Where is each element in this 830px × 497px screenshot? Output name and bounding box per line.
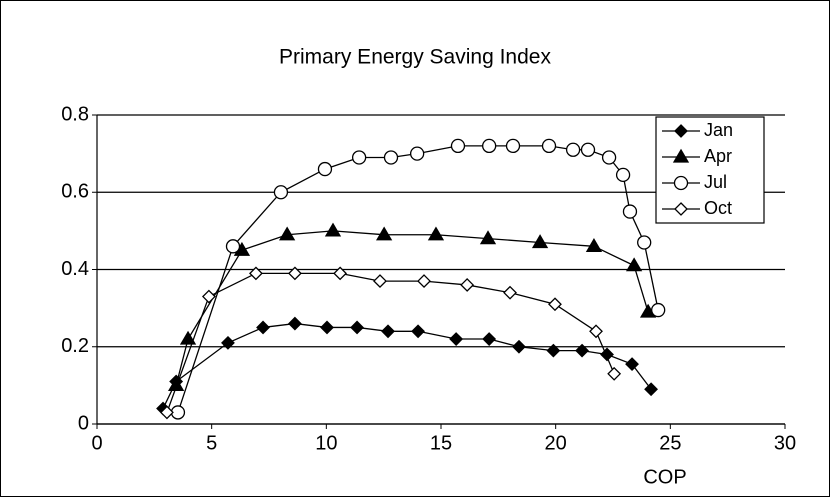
marker [531, 234, 549, 249]
marker [333, 266, 348, 281]
marker [383, 150, 399, 165]
marker [482, 332, 497, 346]
marker [375, 226, 393, 241]
marker [479, 230, 497, 245]
marker [637, 235, 652, 250]
marker [482, 138, 497, 154]
marker [644, 382, 658, 397]
marker [512, 339, 526, 354]
x-tick-label: 20 [545, 432, 567, 454]
marker [585, 238, 603, 252]
marker [201, 289, 216, 304]
marker [625, 357, 639, 372]
legend-label: Jul [704, 172, 727, 192]
x-tick-label: 10 [315, 432, 337, 454]
legend-label: Jan [704, 120, 733, 140]
marker [221, 335, 235, 350]
marker [256, 320, 270, 335]
series-line [166, 272, 615, 413]
marker [411, 324, 425, 339]
chart-title: Primary Energy Saving Index [279, 46, 551, 69]
x-tick-label: 30 [774, 432, 796, 454]
y-tick-label: 0.6 [61, 181, 89, 203]
x-tick-label: 0 [91, 432, 102, 454]
marker [287, 266, 302, 281]
marker [449, 332, 464, 346]
marker [179, 330, 197, 345]
marker [503, 285, 517, 300]
marker [225, 239, 241, 254]
legend-label: Oct [704, 198, 732, 218]
x-axis-label: COP [643, 466, 686, 488]
x-tick-label: 5 [206, 432, 217, 454]
marker [460, 278, 475, 292]
marker [674, 202, 688, 216]
marker [381, 324, 395, 339]
marker [350, 320, 364, 335]
marker [249, 266, 263, 281]
marker [160, 405, 174, 420]
marker [409, 146, 425, 161]
marker [351, 150, 367, 165]
marker [651, 302, 666, 318]
marker [373, 274, 387, 289]
legend-label: Apr [704, 146, 732, 166]
marker [546, 343, 561, 358]
y-tick-label: 0 [78, 412, 89, 434]
x-tick-label: 15 [430, 432, 452, 454]
marker [673, 175, 689, 191]
marker [541, 138, 557, 154]
marker [167, 377, 185, 392]
marker [625, 257, 643, 272]
marker [317, 161, 333, 177]
marker [575, 343, 589, 358]
x-tick-label: 25 [659, 432, 681, 454]
marker [320, 320, 334, 335]
legend-box [655, 116, 765, 224]
marker [450, 138, 466, 154]
marker [607, 366, 622, 381]
marker [417, 274, 431, 289]
marker [615, 167, 631, 183]
marker [580, 142, 596, 157]
marker [589, 324, 603, 339]
marker [601, 150, 617, 165]
y-tick-label: 0.8 [61, 103, 89, 125]
marker [324, 222, 342, 237]
marker [622, 204, 638, 219]
marker [505, 138, 521, 154]
marker [273, 185, 289, 200]
marker [674, 124, 688, 138]
marker [278, 226, 296, 241]
marker [287, 316, 302, 331]
marker [548, 297, 562, 312]
y-tick-label: 0.2 [61, 335, 89, 357]
marker [427, 226, 445, 241]
y-tick-label: 0.4 [61, 258, 89, 280]
marker [565, 142, 581, 157]
marker [672, 148, 690, 163]
